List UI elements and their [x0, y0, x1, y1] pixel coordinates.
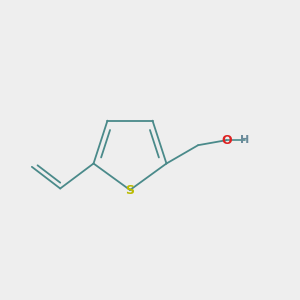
- Text: S: S: [125, 184, 134, 196]
- Text: O: O: [221, 134, 232, 147]
- Text: H: H: [240, 135, 249, 145]
